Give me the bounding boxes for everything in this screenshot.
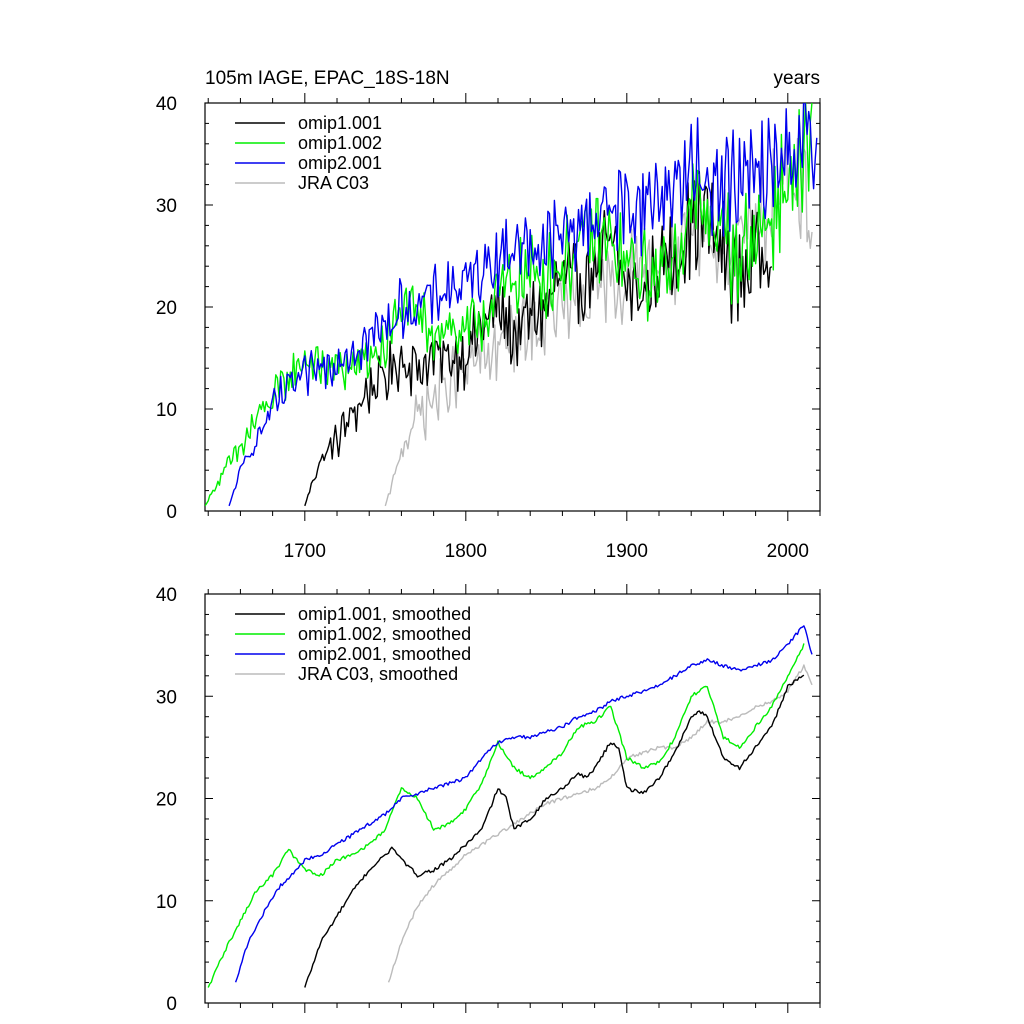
- y-tick-label: 10: [156, 892, 177, 913]
- x-tick-label: 1800: [445, 541, 487, 562]
- series-line-omip1-002-smoothed: [207, 643, 805, 988]
- y-tick-label: 0: [166, 502, 177, 523]
- units-label: years: [774, 68, 820, 89]
- legend-label: omip2.001: [298, 153, 382, 173]
- y-tick-label: 40: [156, 585, 177, 606]
- legend-label: omip2.001, smoothed: [298, 644, 471, 664]
- y-tick-label: 20: [156, 298, 177, 319]
- y-tick-label: 0: [166, 994, 177, 1015]
- legend-label: omip1.001: [298, 113, 382, 133]
- chart-panel-1: 0 10 20 30 40 1700 1800 1900 2000 105m IAGE, EPAC…: [156, 68, 821, 562]
- series-line-jra-c03: [384, 136, 813, 507]
- x-tick-label: 2000: [767, 541, 809, 562]
- x-tick-label: 1700: [284, 541, 326, 562]
- y-tick-label: 10: [156, 400, 177, 421]
- legend-label: omip1.001, smoothed: [298, 604, 471, 624]
- legend-label: omip1.002, smoothed: [298, 624, 471, 644]
- series-line-omip1-001-smoothed: [304, 674, 805, 988]
- y-tick-label: 20: [156, 790, 177, 811]
- chart-title: 105m IAGE, EPAC_18S-18N: [205, 68, 450, 89]
- x-tick-label: 1900: [606, 541, 648, 562]
- y-tick-label: 30: [156, 196, 177, 217]
- y-tick-label: 40: [156, 94, 177, 115]
- series-line-jra-c03-smoothed: [387, 664, 813, 983]
- legend-label: omip1.002: [298, 133, 382, 153]
- y-tick-label: 30: [156, 687, 177, 708]
- legend-label: JRA C03: [298, 173, 369, 193]
- legend-label: JRA C03, smoothed: [298, 664, 458, 684]
- series-line-omip2-001: [228, 103, 818, 507]
- series-line-omip2-001-smoothed: [234, 625, 813, 983]
